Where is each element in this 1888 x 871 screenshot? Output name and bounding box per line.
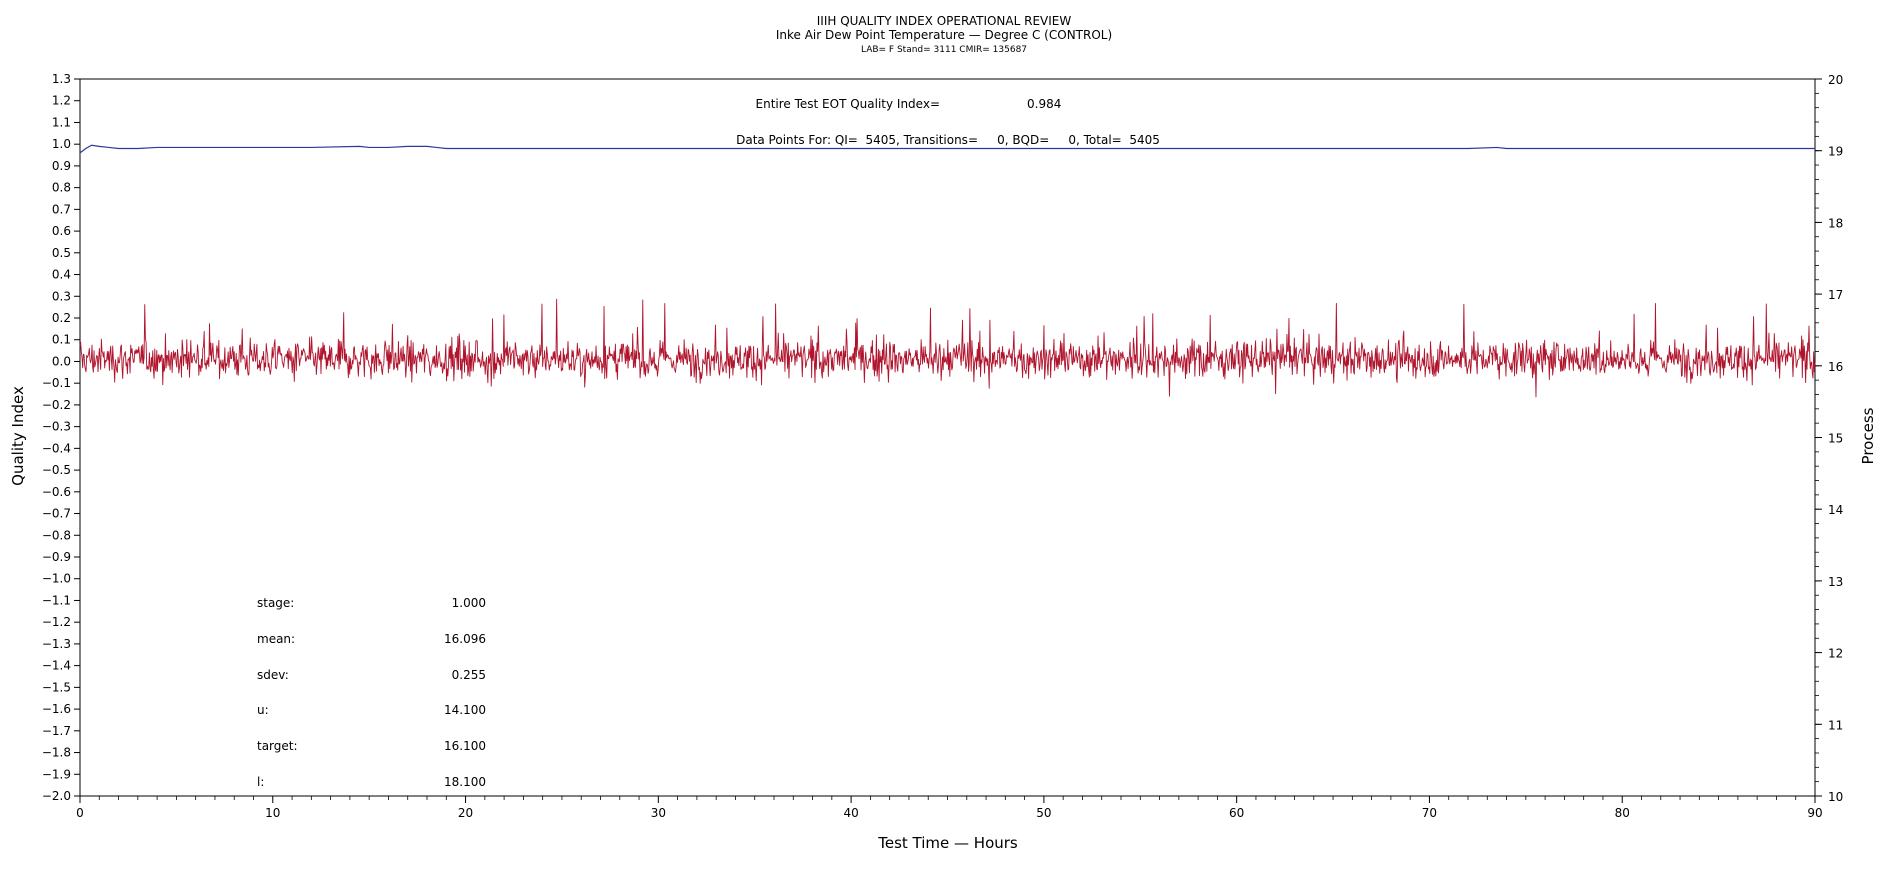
y-left-tick-label: −1.7 [42,724,71,738]
stat-value: 16.100 [444,739,486,753]
data-points-line: Data Points For: QI= 5405, Transitions= … [736,133,1160,147]
stat-value: 18.100 [444,775,486,789]
y-left-tick-label: 1.0 [52,137,71,151]
y-right-tick-label: 15 [1828,432,1843,446]
plot-frame [79,78,1816,797]
y-axis-right-label: Process [1859,407,1877,464]
stat-value: 1.000 [452,596,486,610]
y-left-tick-label: −1.0 [42,572,71,586]
y-right-tick-label: 17 [1828,288,1843,302]
y-left-tick-label: 0.9 [52,159,71,173]
x-tick-label: 30 [651,806,666,820]
series-group [79,144,1816,398]
x-tick-label: 20 [458,806,473,820]
y-left-tick-label: −1.4 [42,659,71,673]
stat-value: 16.096 [444,632,486,646]
y-right-tick-label: 11 [1828,718,1843,732]
y-left-tick-label: 1.2 [52,94,71,108]
y-left-tick-label: −0.4 [42,441,71,455]
y-right-tick-label: 12 [1828,647,1843,661]
y-right-tick-label: 16 [1828,360,1843,374]
y-left-tick-label: −0.7 [42,507,71,521]
y-left-tick-label: −2.0 [42,789,71,803]
y-left-tick-label: −1.6 [42,702,71,716]
y-right-tick-label: 14 [1828,503,1843,517]
y-left-tick-label: 0.5 [52,246,71,260]
y-left-tick-label: 0.4 [52,268,71,282]
y-left-tick-label: −0.3 [42,420,71,434]
stat-value: 0.255 [452,668,486,682]
x-tick-label: 50 [1036,806,1051,820]
y-right-tick-label: 13 [1828,575,1843,589]
chart-subtitle2: LAB= F Stand= 3111 CMIR= 135687 [861,45,1027,55]
y-left-tick-label: −0.6 [42,485,71,499]
x-tick-label: 60 [1229,806,1244,820]
stat-value: 14.100 [444,703,486,717]
stat-label: u: [257,703,269,717]
stat-label: sdev: [257,668,289,682]
chart-subtitle: Inke Air Dew Point Temperature — Degree … [776,28,1112,42]
annotations: Entire Test EOT Quality Index= 0.984 Dat… [736,97,1160,147]
y-right-tick-label: 18 [1828,216,1843,230]
y-left-tick-label: 0.2 [52,311,71,325]
y-right-tick-label: 19 [1828,145,1843,159]
eot-label: Entire Test EOT Quality Index= [756,97,941,111]
y-left-tick-label: 0.3 [52,289,71,303]
chart-title: IIIH QUALITY INDEX OPERATIONAL REVIEW [817,14,1072,28]
stats-block: stage: 1.000 mean: 16.096 sdev: 0.255 u: 14.100… [257,596,486,789]
y-left-tick-label: 0.6 [52,224,71,238]
stat-label: mean: [257,632,295,646]
y-right-tick-label: 10 [1828,790,1843,804]
y-left-tick-label: 1.3 [52,72,71,86]
y-right-tick-label: 20 [1828,73,1843,87]
stat-label: stage: [257,596,294,610]
x-tick-label: 40 [843,806,858,820]
process-series-line [79,298,1816,398]
y-left-tick-label: 0.7 [52,202,71,216]
y-left-tick-label: −1.2 [42,615,71,629]
quality-index-series-line [79,144,1815,154]
y-left-tick-label: 1.1 [52,115,71,129]
chart-titles: IIIH QUALITY INDEX OPERATIONAL REVIEW In… [776,14,1112,55]
y-left-tick-label: −1.1 [42,593,71,607]
x-axis-label: Test Time — Hours [877,834,1018,852]
y-axis-left-label: Quality Index [9,386,27,486]
y-left-tick-label: −0.5 [42,463,71,477]
y-left-tick-label: −0.1 [42,376,71,390]
stat-label: l: [257,775,264,789]
y-left-tick-label: −1.9 [42,767,71,781]
x-tick-label: 90 [1807,806,1822,820]
x-tick-label: 80 [1615,806,1630,820]
y-left-tick-label: −0.8 [42,528,71,542]
x-tick-label: 70 [1422,806,1437,820]
axes: 0 10 20 30 40 50 60 70 80 90 1.3 1.2 1.1 1.0 0.9 0.8 0.7… [42,72,1843,820]
y-left-tick-label: −0.9 [42,550,71,564]
stat-label: target: [257,739,298,753]
y-left-tick-label: 0.8 [52,181,71,195]
y-left-tick-label: 0.1 [52,333,71,347]
y-left-tick-label: 0.0 [52,354,71,368]
y-left-tick-label: −1.3 [42,637,71,651]
eot-value: 0.984 [1027,97,1061,111]
x-tick-label: 0 [76,806,84,820]
x-tick-label: 10 [265,806,280,820]
y-left-tick-label: −0.2 [42,398,71,412]
y-left-tick-label: −1.5 [42,680,71,694]
y-left-tick-label: −1.8 [42,746,71,760]
